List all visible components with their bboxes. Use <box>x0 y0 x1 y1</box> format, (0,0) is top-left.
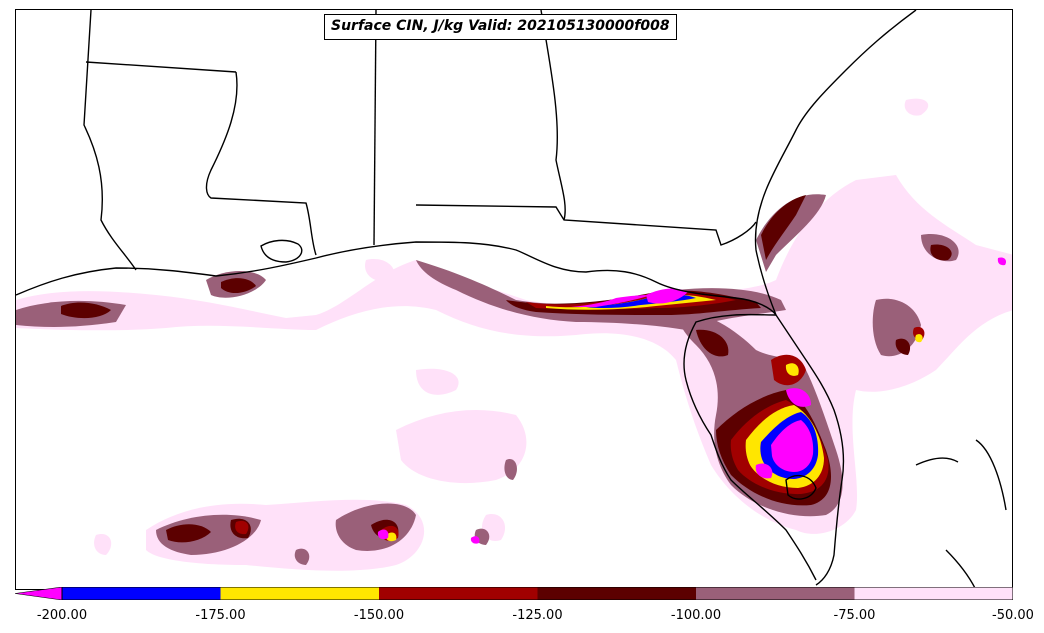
bahamas <box>915 439 1007 589</box>
colorbar-bin-1 <box>220 587 379 600</box>
la-ms-border-2 <box>205 71 317 256</box>
colorbar-tick-label: -75.00 <box>833 608 876 623</box>
colorbar <box>15 587 1013 600</box>
ms-al-border <box>373 10 377 246</box>
map-frame <box>15 9 1013 590</box>
colorbar-bin-3 <box>537 587 696 600</box>
colorbar-underflow-triangle <box>15 587 63 600</box>
colorbar-bin-5 <box>854 587 1013 600</box>
colorbar-bin-4 <box>696 587 855 600</box>
ms-lake <box>260 239 303 263</box>
cin-field-light <box>16 98 1012 571</box>
la-ms-border <box>83 10 137 271</box>
al-fl-ga-border <box>415 204 757 246</box>
map-title: Surface CIN, J/kg Valid: 202105130000f00… <box>324 14 677 40</box>
florida-west-coast <box>683 313 817 581</box>
colorbar-tick-label: -50.00 <box>992 608 1034 623</box>
colorbar-bins <box>62 587 1013 600</box>
ga-al-border <box>540 10 566 221</box>
colorbar-tick-label: -100.00 <box>670 608 722 623</box>
cin-map <box>16 10 1012 589</box>
colorbar-bin-0 <box>62 587 221 600</box>
cin-field-magenta <box>377 257 1007 544</box>
atlantic-coastline <box>754 10 917 316</box>
colorbar-bin-2 <box>379 587 538 600</box>
colorbar-tick-label: -150.00 <box>353 608 405 623</box>
colorbar-outline <box>61 587 1013 600</box>
boundaries <box>16 10 1007 589</box>
colorbar-tick-label: -200.00 <box>36 608 88 623</box>
colorbar-tick-label: -175.00 <box>195 608 246 623</box>
gulf-coastline <box>16 241 845 586</box>
lake-okeechobee <box>785 474 817 500</box>
colorbar-tick-label: -125.00 <box>512 608 563 623</box>
ar-la-border <box>85 61 237 73</box>
